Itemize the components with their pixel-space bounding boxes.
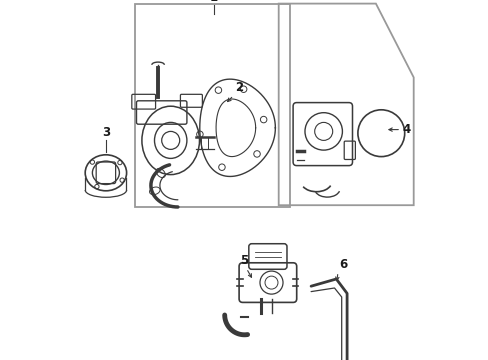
Text: 1: 1: [209, 0, 218, 4]
Text: 4: 4: [402, 123, 410, 136]
Text: 2: 2: [235, 81, 243, 94]
Text: 3: 3: [102, 126, 110, 139]
Text: 6: 6: [339, 258, 346, 271]
Text: 5: 5: [239, 254, 247, 267]
Bar: [134, 4, 289, 207]
